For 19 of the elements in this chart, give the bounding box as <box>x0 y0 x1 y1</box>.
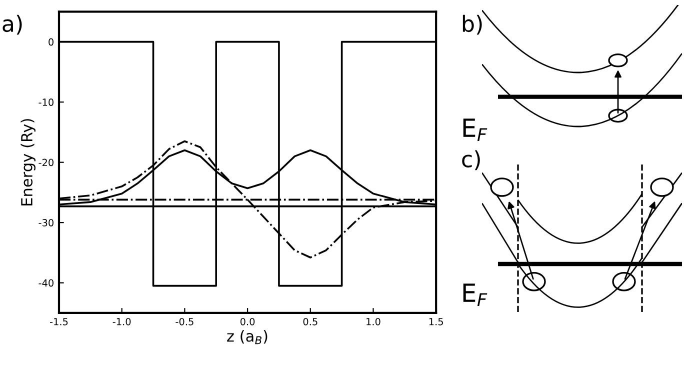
y-tick-label: -40 <box>38 279 54 287</box>
x-tick-label: -1.0 <box>112 318 131 326</box>
text: a) <box>2 14 22 35</box>
y-tick-label: -10 <box>38 98 54 106</box>
y-tick-label: 0 <box>48 38 54 46</box>
text: b) <box>462 14 482 35</box>
y-axis-title: Energy (Ry) <box>20 119 36 206</box>
x-tick-label: 1.5 <box>429 318 443 326</box>
x-tick-label: 0.5 <box>303 318 318 326</box>
text: E$_{F}$ <box>463 118 488 141</box>
x-tick-label: -1.5 <box>50 318 68 326</box>
text: c) <box>462 150 480 170</box>
x-axis-title: z (a$_{B}$) <box>227 330 268 344</box>
y-tick-label: -20 <box>38 158 54 166</box>
x-tick-label: 0.0 <box>240 318 255 326</box>
text: E$_{F}$ <box>463 284 488 306</box>
x-tick-label: -0.5 <box>176 318 194 326</box>
x-tick-label: 1.0 <box>366 318 380 326</box>
y-tick-label: -30 <box>38 219 54 226</box>
